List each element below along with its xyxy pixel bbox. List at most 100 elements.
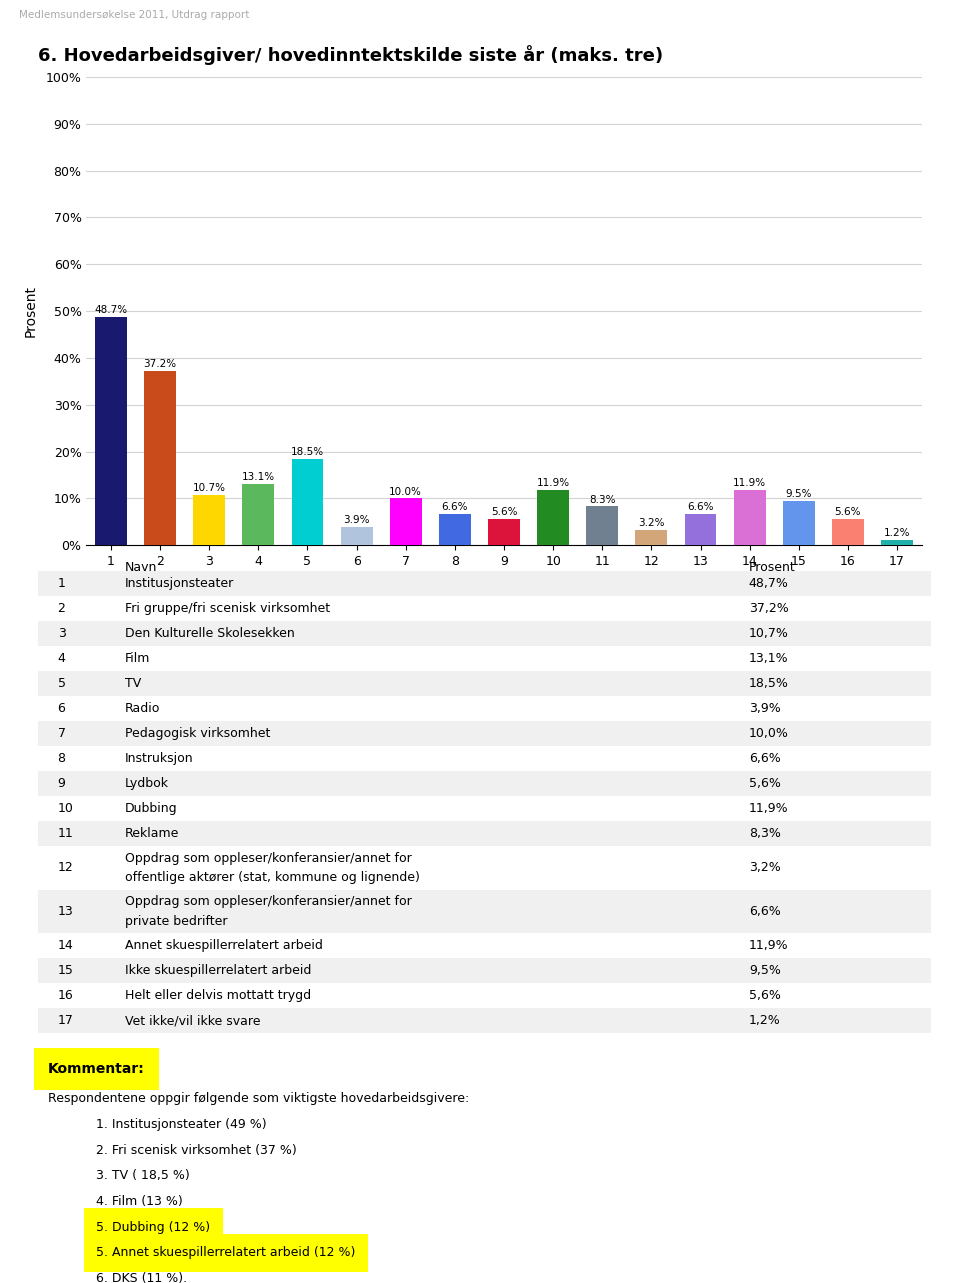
Text: 3,2%: 3,2% <box>749 861 780 875</box>
Bar <box>144 371 176 545</box>
Text: 11,9%: 11,9% <box>749 802 788 815</box>
Text: Fri gruppe/fri scenisk virksomhet: Fri gruppe/fri scenisk virksomhet <box>125 602 330 615</box>
Text: Oppdrag som oppleser/konferansier/annet for: Oppdrag som oppleser/konferansier/annet … <box>125 896 412 908</box>
Text: Radio: Radio <box>125 702 160 715</box>
Text: 6.6%: 6.6% <box>442 503 468 512</box>
Text: 5,6%: 5,6% <box>749 777 780 790</box>
Text: 11: 11 <box>58 828 73 840</box>
Text: 6.6%: 6.6% <box>687 503 714 512</box>
Text: 18.5%: 18.5% <box>291 446 324 457</box>
Text: 8.3%: 8.3% <box>589 494 615 504</box>
Text: 11.9%: 11.9% <box>537 477 569 488</box>
Text: Oppdrag som oppleser/konferansier/annet for: Oppdrag som oppleser/konferansier/annet … <box>125 852 412 865</box>
Text: 8: 8 <box>58 752 65 765</box>
Text: 5. Dubbing (12 %): 5. Dubbing (12 %) <box>96 1221 210 1234</box>
Text: 10,7%: 10,7% <box>749 627 789 640</box>
Text: 3. TV ( 18,5 %): 3. TV ( 18,5 %) <box>96 1170 190 1183</box>
Text: 3.2%: 3.2% <box>638 518 664 529</box>
Bar <box>636 530 667 545</box>
Bar <box>242 484 275 545</box>
Text: Respondentene oppgir følgende som viktigste hovedarbeidsgivere:: Respondentene oppgir følgende som viktig… <box>48 1093 469 1106</box>
Text: 4. Film (13 %): 4. Film (13 %) <box>96 1196 182 1209</box>
Bar <box>782 500 815 545</box>
Text: 5.6%: 5.6% <box>491 507 517 517</box>
Text: 6. DKS (11 %).: 6. DKS (11 %). <box>96 1273 187 1283</box>
Text: 5: 5 <box>58 677 65 690</box>
Text: 6,6%: 6,6% <box>749 752 780 765</box>
Text: 5.6%: 5.6% <box>834 507 861 517</box>
Text: 14: 14 <box>58 939 73 952</box>
Bar <box>390 499 421 545</box>
Text: 1.2%: 1.2% <box>884 527 910 538</box>
Text: Den Kulturelle Skolesekken: Den Kulturelle Skolesekken <box>125 627 295 640</box>
Text: 4: 4 <box>58 652 65 665</box>
Text: 6: 6 <box>58 702 65 715</box>
Bar <box>538 490 569 545</box>
Bar <box>193 495 226 545</box>
Text: 6,6%: 6,6% <box>749 905 780 919</box>
Text: 5,6%: 5,6% <box>749 989 780 1002</box>
Text: Lydbok: Lydbok <box>125 777 169 790</box>
Text: 3: 3 <box>58 627 65 640</box>
Text: 10,0%: 10,0% <box>749 727 789 740</box>
Text: 8,3%: 8,3% <box>749 828 780 840</box>
Text: Dubbing: Dubbing <box>125 802 178 815</box>
Text: 37,2%: 37,2% <box>749 602 788 615</box>
Text: Prosent: Prosent <box>749 561 796 574</box>
Bar <box>684 514 716 545</box>
Text: Navn: Navn <box>125 561 157 574</box>
Bar <box>881 540 913 545</box>
Text: Institusjonsteater: Institusjonsteater <box>125 577 234 590</box>
Bar <box>439 514 470 545</box>
Text: Annet skuespillerrelatert arbeid: Annet skuespillerrelatert arbeid <box>125 939 323 952</box>
Bar <box>587 507 618 545</box>
Text: 1,2%: 1,2% <box>749 1015 780 1028</box>
Text: 37.2%: 37.2% <box>144 359 177 370</box>
Text: 10.0%: 10.0% <box>390 486 422 497</box>
Text: 10.7%: 10.7% <box>193 484 226 493</box>
Text: 11.9%: 11.9% <box>733 477 766 488</box>
Bar <box>341 527 372 545</box>
Text: 9.5%: 9.5% <box>785 489 812 499</box>
Text: Helt eller delvis mottatt trygd: Helt eller delvis mottatt trygd <box>125 989 311 1002</box>
Bar <box>95 317 127 545</box>
Text: 6. Hovedarbeidsgiver/ hovedinntektskilde siste år (maks. tre): 6. Hovedarbeidsgiver/ hovedinntektskilde… <box>38 45 663 65</box>
Bar <box>733 490 766 545</box>
Text: private bedrifter: private bedrifter <box>125 915 228 928</box>
Text: 1. Institusjonsteater (49 %): 1. Institusjonsteater (49 %) <box>96 1119 267 1132</box>
Text: 48,7%: 48,7% <box>749 577 789 590</box>
Text: 17: 17 <box>58 1015 74 1028</box>
Text: 18,5%: 18,5% <box>749 677 789 690</box>
Text: Film: Film <box>125 652 150 665</box>
Text: 2: 2 <box>58 602 65 615</box>
Text: Ikke skuespillerrelatert arbeid: Ikke skuespillerrelatert arbeid <box>125 965 311 978</box>
Text: 13: 13 <box>58 905 73 919</box>
Bar <box>488 520 520 545</box>
Text: TV: TV <box>125 677 141 690</box>
Text: Reklame: Reklame <box>125 828 180 840</box>
Text: 7: 7 <box>58 727 65 740</box>
Text: 13,1%: 13,1% <box>749 652 788 665</box>
Text: offentlige aktører (stat, kommune og lignende): offentlige aktører (stat, kommune og lig… <box>125 871 420 884</box>
Text: 3.9%: 3.9% <box>344 516 370 525</box>
Text: 12: 12 <box>58 861 73 875</box>
Text: 9,5%: 9,5% <box>749 965 780 978</box>
Text: 11,9%: 11,9% <box>749 939 788 952</box>
Text: 5. Annet skuespillerrelatert arbeid (12 %): 5. Annet skuespillerrelatert arbeid (12 … <box>96 1247 355 1260</box>
Text: 3,9%: 3,9% <box>749 702 780 715</box>
Text: Instruksjon: Instruksjon <box>125 752 193 765</box>
Text: 48.7%: 48.7% <box>94 305 128 316</box>
Text: 1: 1 <box>58 577 65 590</box>
Text: 15: 15 <box>58 965 74 978</box>
Text: 2. Fri scenisk virksomhet (37 %): 2. Fri scenisk virksomhet (37 %) <box>96 1144 297 1157</box>
Bar <box>832 520 864 545</box>
Text: 16: 16 <box>58 989 73 1002</box>
Text: Vet ikke/vil ikke svare: Vet ikke/vil ikke svare <box>125 1015 260 1028</box>
Text: Kommentar:: Kommentar: <box>48 1062 145 1075</box>
Text: 10: 10 <box>58 802 74 815</box>
Text: Medlemsundersøkelse 2011, Utdrag rapport: Medlemsundersøkelse 2011, Utdrag rapport <box>19 10 250 21</box>
Text: 9: 9 <box>58 777 65 790</box>
Y-axis label: Prosent: Prosent <box>23 285 37 337</box>
Text: Pedagogisk virksomhet: Pedagogisk virksomhet <box>125 727 270 740</box>
Text: 13.1%: 13.1% <box>242 472 275 482</box>
